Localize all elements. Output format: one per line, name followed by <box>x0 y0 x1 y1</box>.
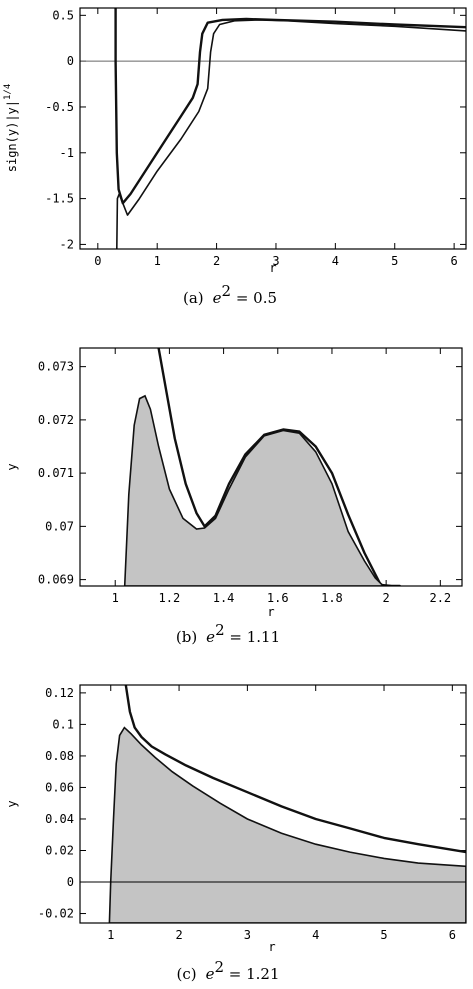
x-tick-label: 4 <box>312 928 319 942</box>
y-tick-label: 0.069 <box>38 573 74 587</box>
plot-frame <box>79 684 467 924</box>
series-marks <box>80 685 466 923</box>
y-tick-label: 0.07 <box>45 519 74 533</box>
y-tick-labels: 0.069 0.07 0.071 0.072 0.073 <box>38 360 462 587</box>
y-tick-label: 0.072 <box>38 413 74 427</box>
caption: (b) e2 = 1.11 <box>176 621 280 646</box>
y-axis-label: sign(y)|y|1/4 <box>3 84 19 173</box>
series-marks <box>123 348 401 586</box>
y-tick-label: 0.1 <box>52 717 74 731</box>
y-tick-labels: 0.12 0.1 0.08 0.06 0.04 0.02 0 -0.02 <box>38 686 466 921</box>
x-tick-label: 1.8 <box>321 591 343 605</box>
y-tick-label: 0.073 <box>38 360 74 374</box>
series-line-0 <box>114 8 466 205</box>
y-tick-label: 0.06 <box>45 780 74 794</box>
y-tick-label: 0.02 <box>45 843 74 857</box>
y-tick-label: 0.071 <box>38 466 74 480</box>
chart-panel-b: 0.069 0.07 0.071 0.072 0.073 1 1.2 1.4 1.6 1.8 2 2… <box>5 347 463 646</box>
series-marks <box>80 8 466 249</box>
series-line-0 <box>124 685 466 854</box>
caption: (a) e2 = 0.5 <box>183 282 277 307</box>
y-axis-label: y <box>5 463 19 470</box>
x-tick-label: 1 <box>107 928 114 942</box>
shaded-series-1 <box>123 394 384 586</box>
x-tick-label: 5 <box>380 928 387 942</box>
x-tick-label: 1.2 <box>159 591 181 605</box>
shaded-series-1 <box>108 726 466 923</box>
y-tick-label: 0.08 <box>45 749 74 763</box>
x-tick-label: 0 <box>94 254 101 268</box>
x-axis-label: r <box>267 605 274 619</box>
y-axis-label: y <box>5 800 19 807</box>
x-tick-label: 1 <box>112 591 119 605</box>
x-tick-label: 2 <box>213 254 220 268</box>
y-tick-label: 0 <box>67 875 74 889</box>
x-tick-label: 2.2 <box>429 591 451 605</box>
x-axis-label: r <box>269 261 276 275</box>
caption: (c) e2 = 1.21 <box>176 958 279 983</box>
series-line-1 <box>116 19 466 249</box>
y-tick-label: -0.5 <box>45 100 74 114</box>
x-tick-label: 6 <box>451 254 458 268</box>
x-tick-label: 6 <box>449 928 456 942</box>
x-tick-label: 2 <box>175 928 182 942</box>
x-tick-label: 1 <box>154 254 161 268</box>
y-tick-label: 0.04 <box>45 812 74 826</box>
y-tick-label: -0.02 <box>38 907 74 921</box>
y-tick-label: 0 <box>67 54 74 68</box>
plot-frame <box>79 7 467 250</box>
x-tick-labels: 0 1 2 3 4 5 6 <box>94 8 458 268</box>
x-tick-label: 3 <box>272 254 279 268</box>
x-tick-label: 1.4 <box>213 591 235 605</box>
y-tick-label: -1.5 <box>45 192 74 206</box>
y-tick-label: 0.12 <box>45 686 74 700</box>
x-tick-label: 2 <box>383 591 390 605</box>
x-tick-label: 1.6 <box>267 591 289 605</box>
y-tick-label: -2 <box>60 237 74 251</box>
x-tick-label: 3 <box>244 928 251 942</box>
chart-panel-c: 0.12 0.1 0.08 0.06 0.04 0.02 0 -0.02 1 2 3 4 5 6 r y… <box>5 684 467 983</box>
x-axis-label: r <box>268 940 275 954</box>
y-tick-labels: 0.5 0 -0.5 -1 -1.5 -2 <box>45 8 466 251</box>
y-tick-label: -1 <box>60 146 74 160</box>
plot-frame <box>79 347 463 587</box>
series-line-0 <box>157 348 401 586</box>
x-tick-label: 4 <box>332 254 339 268</box>
y-tick-label: 0.5 <box>52 8 74 22</box>
x-tick-label: 5 <box>391 254 398 268</box>
chart-panel-a: 0.5 0 -0.5 -1 -1.5 -2 0 1 2 3 4 5 6 r sign(y)|y|1/4… <box>3 7 467 307</box>
